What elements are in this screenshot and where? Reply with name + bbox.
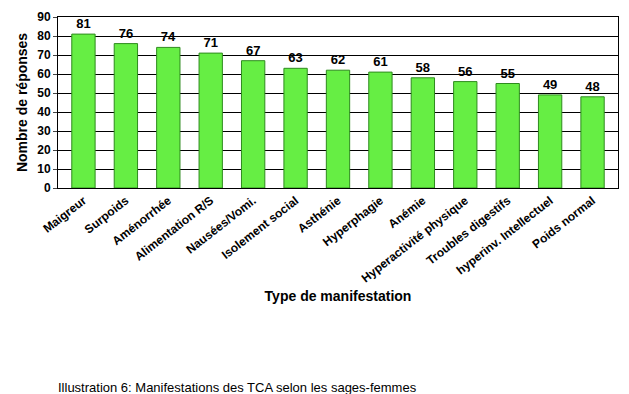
svg-text:67: 67 — [246, 43, 260, 58]
svg-text:0: 0 — [44, 181, 51, 195]
svg-text:49: 49 — [543, 77, 557, 92]
svg-text:71: 71 — [203, 35, 217, 50]
svg-text:76: 76 — [119, 26, 133, 41]
svg-text:Illustration 6: Manifestations: Illustration 6: Manifestations des TCA s… — [58, 380, 417, 394]
svg-text:62: 62 — [331, 52, 345, 67]
svg-text:58: 58 — [416, 60, 430, 75]
svg-text:40: 40 — [37, 105, 51, 119]
svg-text:Type de manifestation: Type de manifestation — [265, 288, 412, 304]
svg-text:48: 48 — [585, 79, 599, 94]
svg-text:Isolement social: Isolement social — [219, 193, 301, 262]
svg-text:70: 70 — [37, 48, 51, 62]
svg-text:Hyperphagie: Hyperphagie — [320, 193, 386, 249]
svg-text:hyperinv. Intellectuel: hyperinv. Intellectuel — [454, 193, 556, 277]
svg-text:20: 20 — [37, 143, 51, 157]
svg-text:Aménorrhée: Aménorrhée — [110, 193, 175, 248]
svg-text:74: 74 — [161, 29, 176, 44]
svg-text:Surpoids: Surpoids — [82, 193, 132, 236]
svg-text:50: 50 — [37, 86, 51, 100]
svg-text:63: 63 — [288, 50, 302, 65]
svg-text:60: 60 — [37, 67, 51, 81]
svg-text:Anémie: Anémie — [386, 193, 429, 231]
svg-text:90: 90 — [37, 10, 51, 24]
svg-text:Troubles digestifs: Troubles digestifs — [424, 193, 514, 267]
svg-text:81: 81 — [76, 16, 90, 31]
svg-text:30: 30 — [37, 124, 51, 138]
svg-text:55: 55 — [500, 66, 514, 81]
svg-text:Maigreur: Maigreur — [40, 193, 89, 235]
svg-text:Hyperactivité physique: Hyperactivité physique — [359, 193, 471, 285]
svg-text:Nausées/Vomi.: Nausées/Vomi. — [183, 193, 258, 256]
svg-text:Poids normal: Poids normal — [530, 193, 599, 251]
svg-text:Alimentation R/S: Alimentation R/S — [132, 193, 216, 263]
svg-text:56: 56 — [458, 64, 472, 79]
svg-text:80: 80 — [37, 29, 51, 43]
svg-text:Nombre de réponses: Nombre de réponses — [14, 33, 30, 172]
svg-text:Asthénie: Asthénie — [295, 193, 344, 235]
svg-text:61: 61 — [373, 54, 387, 69]
svg-text:10: 10 — [37, 162, 51, 176]
